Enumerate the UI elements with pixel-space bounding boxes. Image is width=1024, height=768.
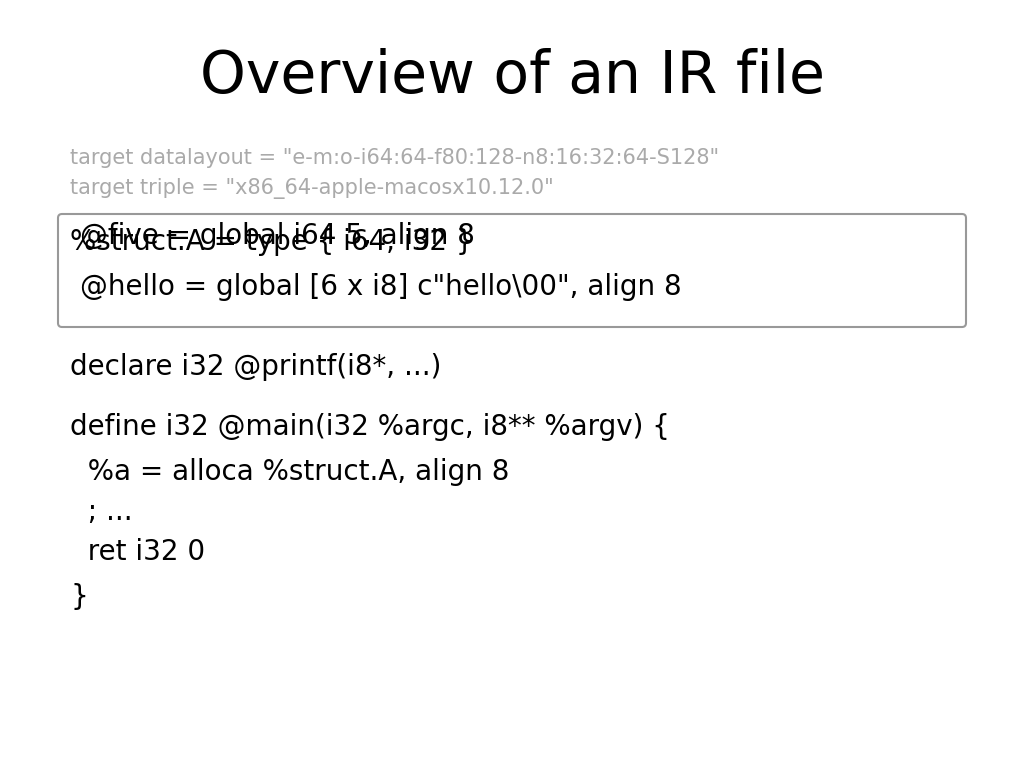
Text: declare i32 @printf(i8*, ...): declare i32 @printf(i8*, ...) xyxy=(70,353,441,381)
Text: }: } xyxy=(70,583,88,611)
Text: target triple = "x86_64-apple-macosx10.12.0": target triple = "x86_64-apple-macosx10.1… xyxy=(70,178,554,199)
Text: ret i32 0: ret i32 0 xyxy=(70,538,205,566)
Text: @hello = global [6 x i8] c"hello\00", align 8: @hello = global [6 x i8] c"hello\00", al… xyxy=(80,273,682,301)
Text: ; ...: ; ... xyxy=(70,498,133,526)
Text: define i32 @main(i32 %argc, i8** %argv) {: define i32 @main(i32 %argc, i8** %argv) … xyxy=(70,413,670,441)
Text: %a = alloca %struct.A, align 8: %a = alloca %struct.A, align 8 xyxy=(70,458,509,486)
Text: @five = global i64 5, align 8: @five = global i64 5, align 8 xyxy=(80,222,475,250)
Text: Overview of an IR file: Overview of an IR file xyxy=(200,48,824,105)
FancyBboxPatch shape xyxy=(58,214,966,327)
Text: %struct.A = type { i64, i32 }: %struct.A = type { i64, i32 } xyxy=(70,228,474,256)
Text: target datalayout = "e-m:o-i64:64-f80:128-n8:16:32:64-S128": target datalayout = "e-m:o-i64:64-f80:12… xyxy=(70,148,719,168)
